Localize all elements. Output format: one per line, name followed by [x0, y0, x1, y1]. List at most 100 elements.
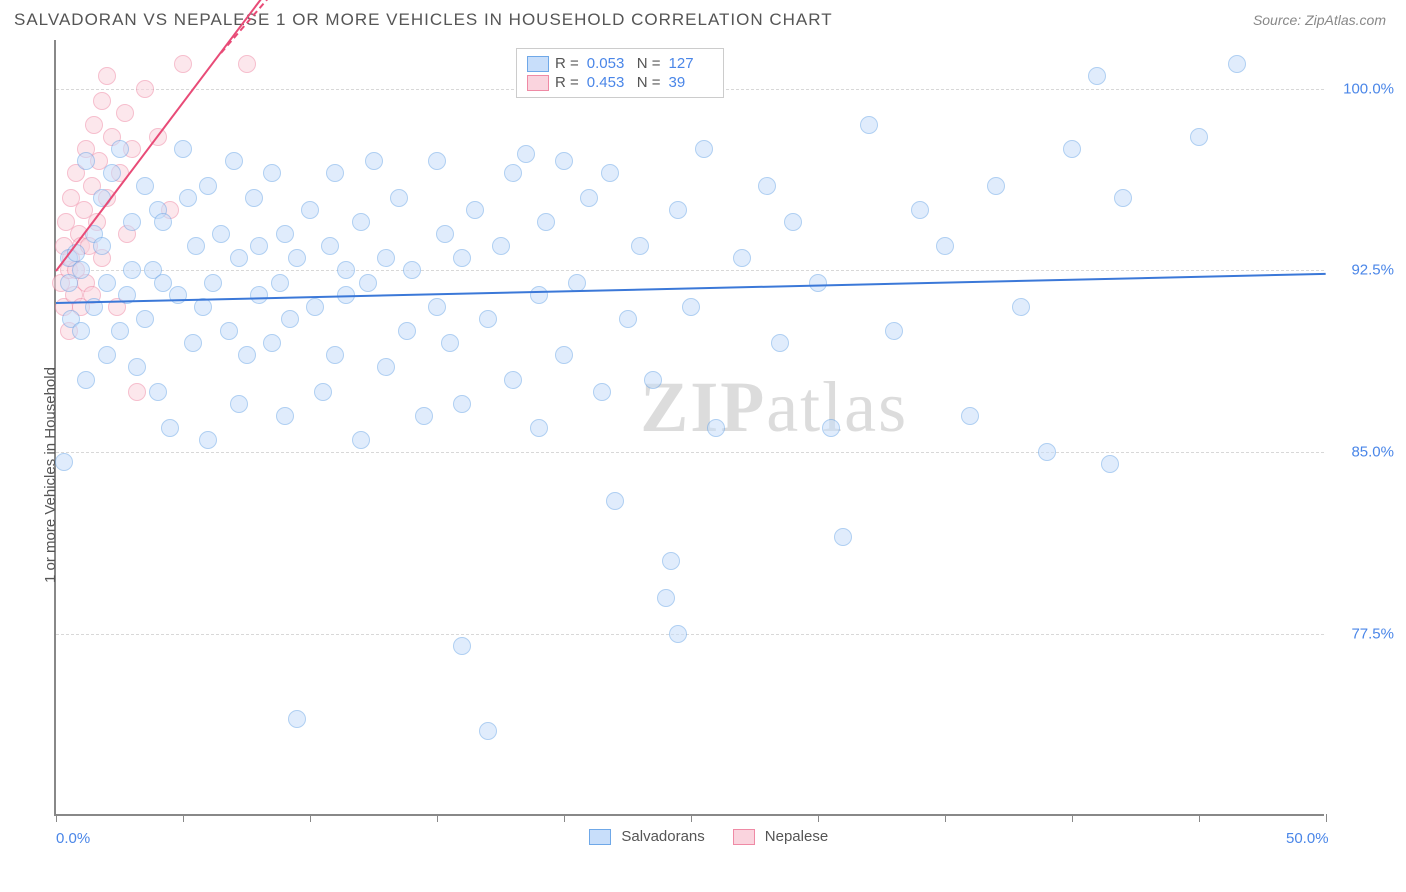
legend-label: Nepalese [765, 828, 828, 845]
correlation-legend: R =0.053N =127R =0.453N =39 [516, 48, 724, 98]
nepalese-point [128, 383, 146, 401]
header: SALVADORAN VS NEPALESE 1 OR MORE VEHICLE… [0, 0, 1406, 34]
salvadorans-point [390, 189, 408, 207]
gridline [56, 452, 1324, 453]
nepalese-point [93, 92, 111, 110]
n-value: 39 [669, 74, 713, 91]
y-tick-label: 85.0% [1334, 444, 1394, 461]
salvadorans-point [365, 152, 383, 170]
salvadorans-point [184, 334, 202, 352]
salvadorans-point [128, 358, 146, 376]
salvadorans-point [771, 334, 789, 352]
salvadorans-point [580, 189, 598, 207]
salvadorans-point [72, 322, 90, 340]
source-label: Source: ZipAtlas.com [1253, 12, 1386, 28]
salvadorans-point [174, 140, 192, 158]
salvadorans-point [161, 419, 179, 437]
nepalese-point [136, 80, 154, 98]
salvadorans-point [326, 164, 344, 182]
salvadorans-point [911, 201, 929, 219]
nepalese-point [116, 104, 134, 122]
salvadorans-point [149, 383, 167, 401]
salvadorans-point [398, 322, 416, 340]
y-tick-label: 77.5% [1334, 626, 1394, 643]
salvadorans-point [466, 201, 484, 219]
salvadorans-point [314, 383, 332, 401]
salvadorans-point [822, 419, 840, 437]
salvadorans-point [250, 286, 268, 304]
x-tick [1199, 814, 1200, 822]
salvadorans-point [593, 383, 611, 401]
salvadorans-point [537, 213, 555, 231]
salvadorans-point [276, 407, 294, 425]
salvadorans-point [860, 116, 878, 134]
salvadorans-point [504, 164, 522, 182]
gridline [56, 634, 1324, 635]
r-value: 0.053 [587, 55, 631, 72]
legend-row: R =0.453N =39 [527, 74, 713, 91]
salvadorans-point [657, 589, 675, 607]
salvadorans-point [288, 249, 306, 267]
x-tick [691, 814, 692, 822]
salvadorans-point [834, 528, 852, 546]
salvadorans-point [936, 237, 954, 255]
salvadorans-point [453, 249, 471, 267]
salvadorans-point [606, 492, 624, 510]
salvadorans-point [669, 625, 687, 643]
x-tick [1072, 814, 1073, 822]
salvadorans-point [530, 419, 548, 437]
salvadorans-point [199, 431, 217, 449]
salvadorans-point [301, 201, 319, 219]
legend-label: Salvadorans [621, 828, 704, 845]
salvadorans-point [93, 237, 111, 255]
salvadorans-point [271, 274, 289, 292]
salvadorans-point [555, 152, 573, 170]
y-axis-label: 1 or more Vehicles in Household [42, 367, 59, 583]
salvadorans-point [784, 213, 802, 231]
salvadorans-point [111, 322, 129, 340]
salvadorans-point [453, 637, 471, 655]
salvadorans-point [987, 177, 1005, 195]
series-legend: Salvadorans Nepalese [589, 828, 846, 845]
salvadorans-point [1190, 128, 1208, 146]
salvadorans-point [352, 213, 370, 231]
salvadorans-point [644, 371, 662, 389]
legend-swatch [589, 829, 611, 845]
salvadorans-point [479, 722, 497, 740]
salvadorans-point [77, 152, 95, 170]
salvadorans-point [1101, 455, 1119, 473]
salvadorans-point [245, 189, 263, 207]
salvadorans-point [276, 225, 294, 243]
salvadorans-point [123, 261, 141, 279]
salvadorans-point [199, 177, 217, 195]
salvadorans-point [179, 189, 197, 207]
salvadorans-point [230, 249, 248, 267]
salvadorans-point [682, 298, 700, 316]
salvadorans-point [517, 145, 535, 163]
salvadorans-point [453, 395, 471, 413]
r-value: 0.453 [587, 74, 631, 91]
r-label: R = [555, 74, 579, 91]
salvadorans-point [93, 189, 111, 207]
salvadorans-point [238, 346, 256, 364]
x-tick [310, 814, 311, 822]
salvadorans-point [77, 371, 95, 389]
x-tick [56, 814, 57, 822]
salvadorans-point [250, 237, 268, 255]
salvadorans-point [359, 274, 377, 292]
n-value: 127 [669, 55, 713, 72]
nepalese-point [85, 116, 103, 134]
salvadorans-point [809, 274, 827, 292]
chart-title: SALVADORAN VS NEPALESE 1 OR MORE VEHICLE… [14, 10, 833, 30]
salvadorans-point [415, 407, 433, 425]
salvadorans-point [1063, 140, 1081, 158]
x-tick [437, 814, 438, 822]
salvadorans-point [530, 286, 548, 304]
legend-swatch [527, 56, 549, 72]
salvadorans-point [758, 177, 776, 195]
salvadorans-point [601, 164, 619, 182]
nepalese-point [98, 67, 116, 85]
salvadorans-point [1038, 443, 1056, 461]
gridline [56, 270, 1324, 271]
salvadorans-point [111, 140, 129, 158]
